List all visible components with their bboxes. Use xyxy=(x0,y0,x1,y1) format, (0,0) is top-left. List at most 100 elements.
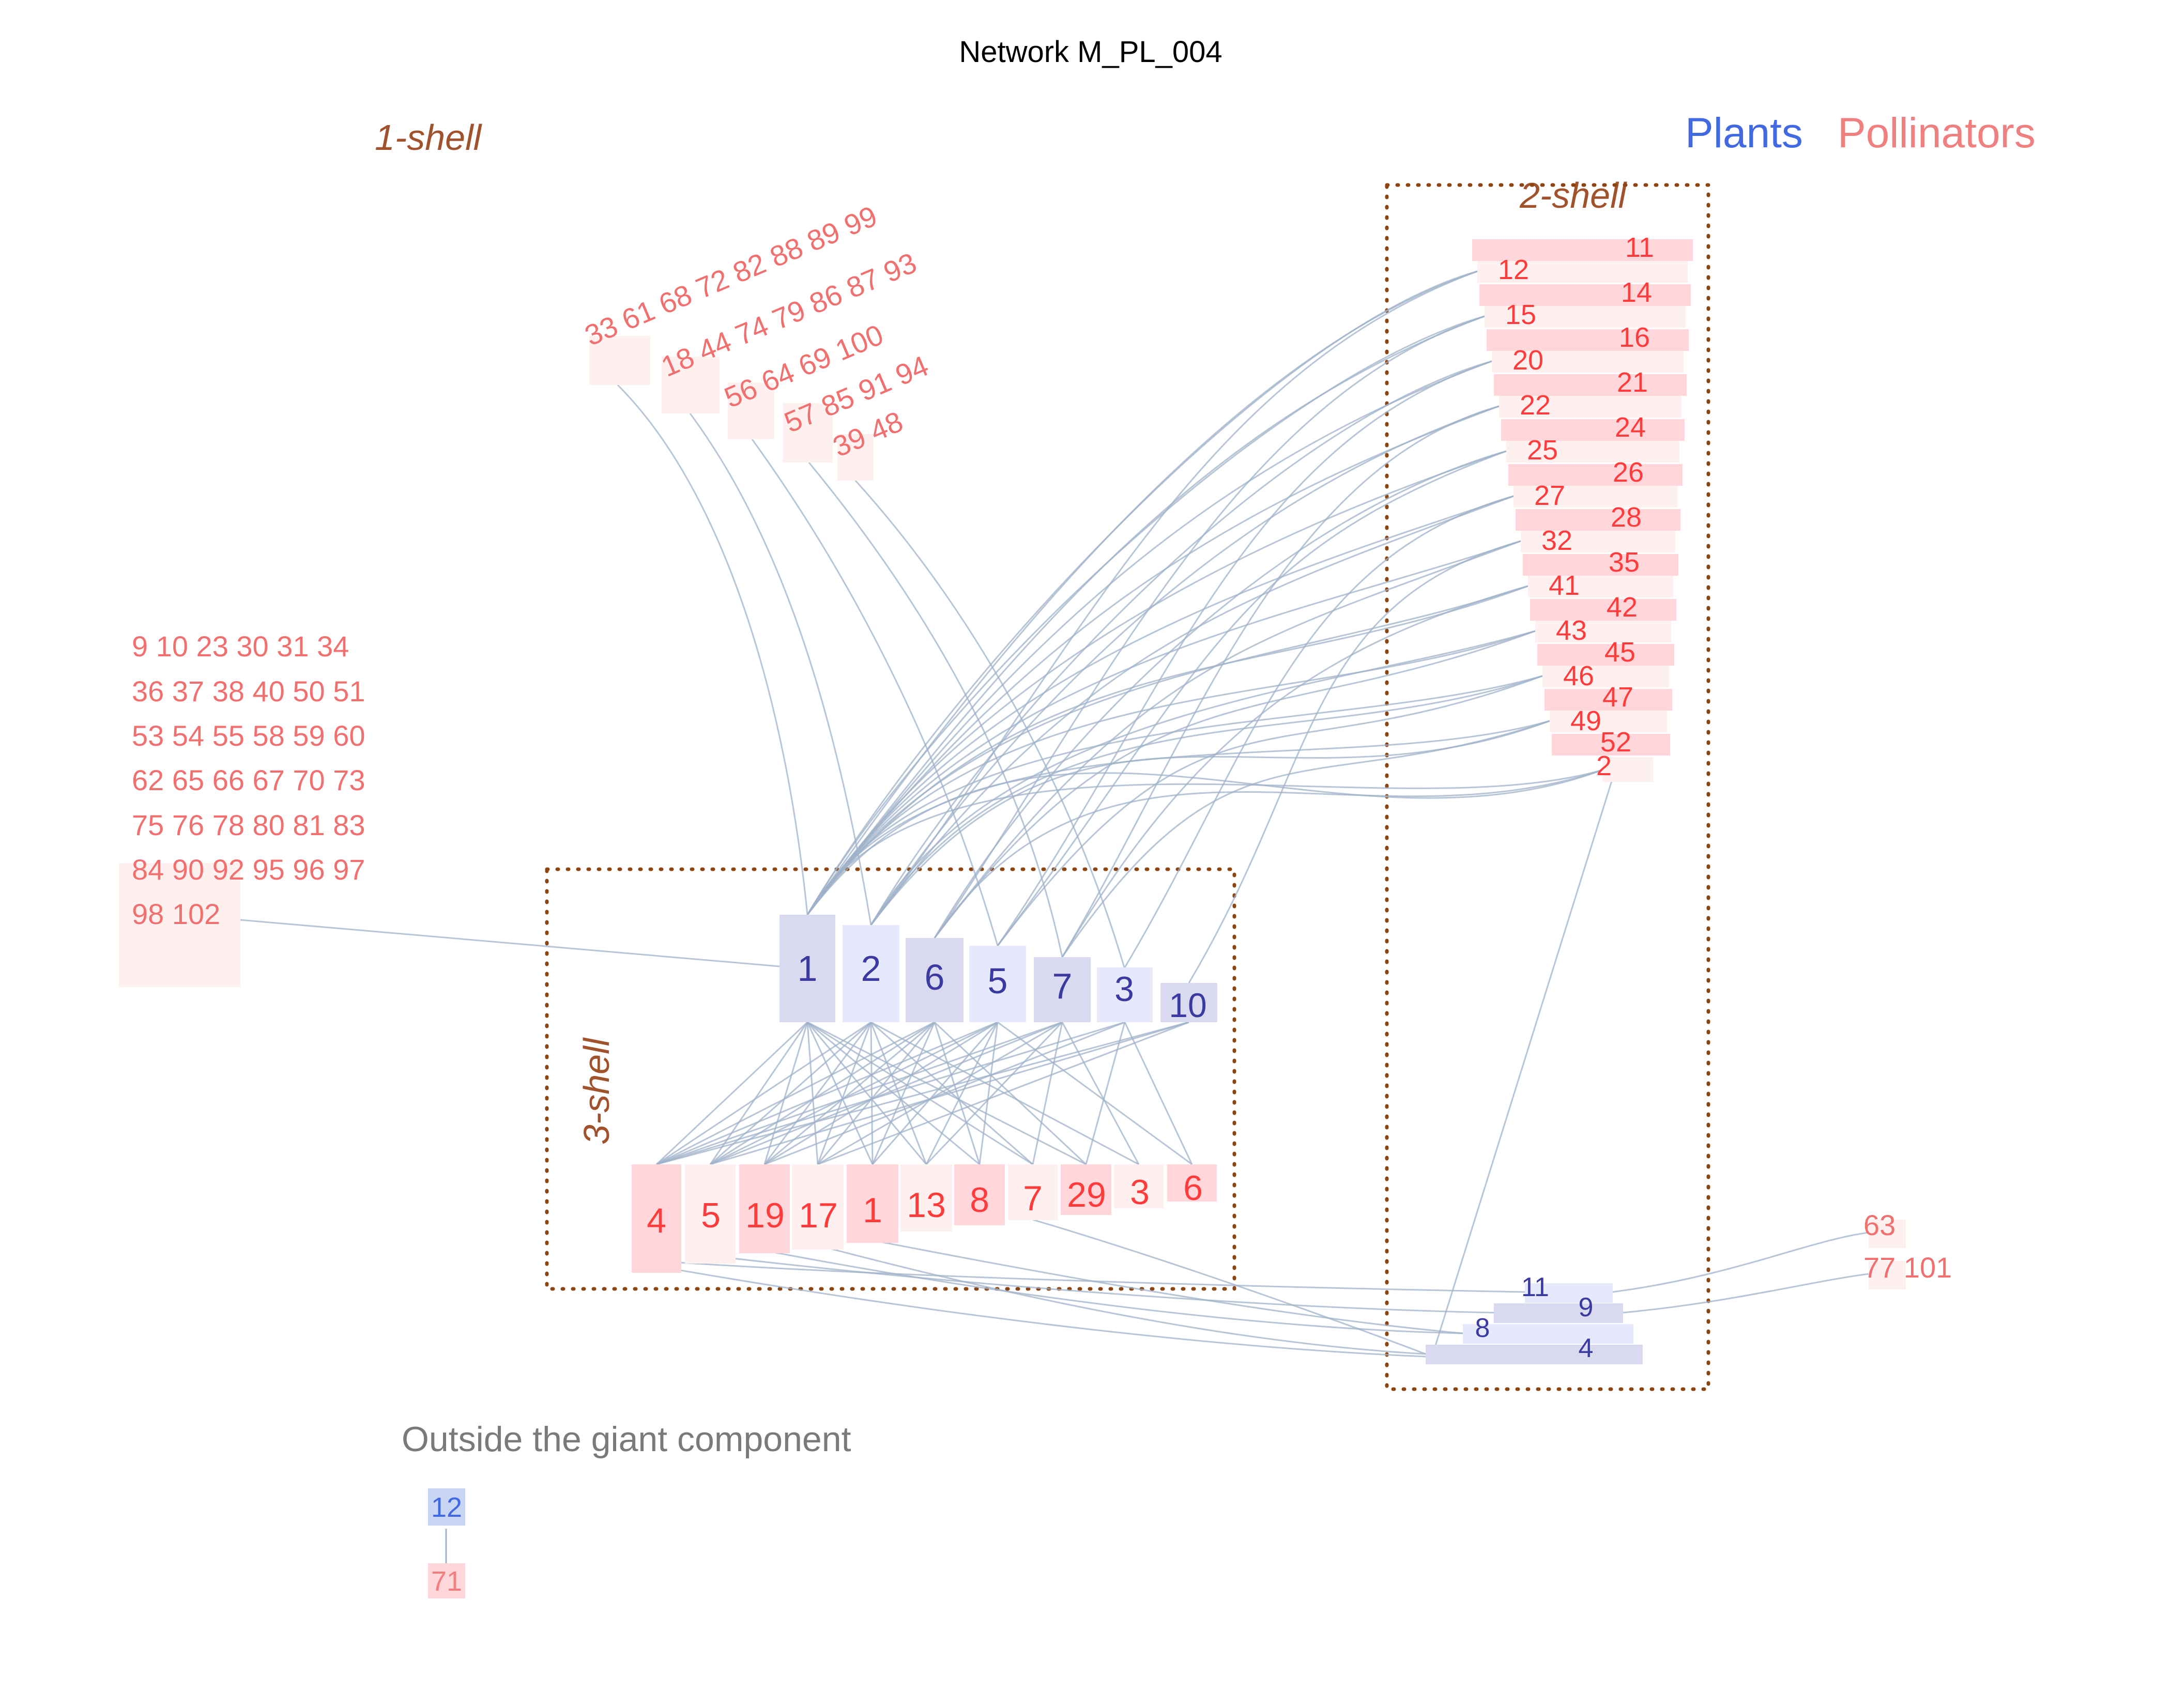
shell2-pollinator-label: 25 xyxy=(1527,435,1558,466)
shell1-node xyxy=(589,336,650,385)
link xyxy=(934,630,1536,938)
link xyxy=(806,630,1536,915)
shell2-pollinator-node xyxy=(1492,351,1684,373)
shell2-pollinator-label: 41 xyxy=(1549,570,1580,601)
diagram-title: Network M_PL_004 xyxy=(959,35,1222,69)
link xyxy=(710,1021,1189,1165)
link xyxy=(710,1021,998,1165)
shell2-pollinator-label: 26 xyxy=(1613,457,1644,488)
link xyxy=(854,480,1125,968)
core-pollinator-node xyxy=(1061,1164,1111,1215)
link xyxy=(710,1255,1494,1314)
core-pollinator-node xyxy=(792,1164,844,1250)
shell1-block-row: 9 10 23 30 31 34 xyxy=(132,630,349,663)
shell1-block-row: 98 102 xyxy=(132,898,220,930)
outside-plant-label: 12 xyxy=(431,1492,462,1523)
shell2-pollinator-label: 46 xyxy=(1563,660,1594,691)
link xyxy=(997,360,1492,946)
link xyxy=(751,439,999,946)
shell2-plant-label: 4 xyxy=(1579,1333,1594,1363)
core-plant-label: 7 xyxy=(1052,966,1073,1006)
shell2-pollinator-label: 43 xyxy=(1556,615,1587,646)
shell2-pollinator-node xyxy=(1535,621,1671,642)
link xyxy=(997,1021,1192,1165)
shell2-pollinator-label: 32 xyxy=(1541,525,1572,556)
core-plant-node xyxy=(906,938,964,1022)
core-pollinator-node xyxy=(954,1164,1005,1225)
link xyxy=(656,1021,1125,1165)
core-pollinator-label: 13 xyxy=(907,1186,946,1225)
shell1-node xyxy=(662,357,720,413)
link xyxy=(764,1021,1125,1165)
shell1-node xyxy=(1869,1261,1906,1289)
link xyxy=(806,405,1500,915)
core-pollinator-label: 19 xyxy=(745,1196,785,1235)
shell2-pollinator-label: 12 xyxy=(1498,254,1529,285)
shell1-block-row: 36 37 38 40 50 51 xyxy=(132,675,365,707)
link xyxy=(870,495,1514,926)
shell2-pollinator-node xyxy=(1494,374,1687,396)
legend-pollinators: Pollinators xyxy=(1838,110,2036,157)
link xyxy=(656,1260,1525,1293)
shell1-node xyxy=(728,382,774,439)
shell1-block-row: 75 76 78 80 81 83 xyxy=(132,809,365,841)
core-pollinator-node xyxy=(739,1164,790,1253)
link xyxy=(808,462,1063,958)
link xyxy=(872,1022,936,1165)
link xyxy=(806,675,1543,915)
link xyxy=(689,413,872,926)
link xyxy=(1061,585,1528,958)
core-pollinator-label: 29 xyxy=(1067,1175,1106,1214)
link xyxy=(934,450,1507,938)
link xyxy=(925,1022,999,1165)
core-pollinator-node xyxy=(847,1164,898,1243)
shell2-plant-label: 8 xyxy=(1475,1313,1490,1343)
core-pollinator-label: 6 xyxy=(1183,1168,1203,1208)
shell2-pollinator-node xyxy=(1472,239,1693,261)
shell2-pollinator-label: 11 xyxy=(1625,232,1654,263)
core-pollinator-label: 3 xyxy=(1130,1173,1150,1212)
link xyxy=(1032,1219,1426,1355)
link xyxy=(806,495,1514,915)
shell2-pollinator-node xyxy=(1542,666,1669,687)
shell2-pollinator-label: 47 xyxy=(1602,682,1633,713)
shell2-plant-label: 11 xyxy=(1521,1272,1549,1302)
shell1-node xyxy=(837,434,874,481)
link xyxy=(1085,1022,1126,1165)
shell2-pollinator-label: 42 xyxy=(1607,592,1638,623)
link xyxy=(870,270,1478,926)
link xyxy=(1124,495,1514,968)
link-layer xyxy=(240,270,1869,1358)
shell2-pollinator-node xyxy=(1523,554,1678,576)
shell-label-3: 3-shell xyxy=(576,1037,617,1145)
shell1-block-labels: 9 10 23 30 31 34 36 37 38 40 50 51 53 54… xyxy=(132,630,365,930)
shell2-pollinator-node xyxy=(1485,306,1686,328)
link xyxy=(806,315,1485,915)
core-plant-label: 1 xyxy=(798,948,818,989)
link xyxy=(872,1022,999,1165)
link xyxy=(870,720,1550,926)
link xyxy=(617,384,808,915)
link xyxy=(806,450,1507,915)
link xyxy=(1124,1022,1193,1165)
shell2-pollinator-node xyxy=(1501,419,1685,441)
core-plant-node xyxy=(969,946,1026,1022)
shell1-right-labels: 63 77 101 xyxy=(1863,1209,1952,1284)
shell2-pollinator-label: 2 xyxy=(1596,750,1612,781)
shell-box-3 xyxy=(545,867,1236,1291)
shell2-pollinator-label: 27 xyxy=(1534,480,1565,511)
link xyxy=(870,1022,927,1165)
shell2-pollinator-label: 35 xyxy=(1609,547,1640,578)
link xyxy=(934,769,1603,938)
core-pollinator-node xyxy=(632,1164,681,1273)
core-plant-label: 10 xyxy=(1169,986,1206,1024)
link xyxy=(655,1021,808,1165)
shell1-block-row: 62 65 66 67 70 73 xyxy=(132,764,365,796)
link xyxy=(818,1244,1426,1355)
core-plant-label: 3 xyxy=(1114,970,1134,1009)
link xyxy=(1061,405,1500,958)
link xyxy=(1433,777,1614,1349)
shell2-pollinator-label: 15 xyxy=(1505,299,1536,330)
shell2-pollinator-node xyxy=(1513,486,1677,507)
link xyxy=(656,1021,872,1165)
